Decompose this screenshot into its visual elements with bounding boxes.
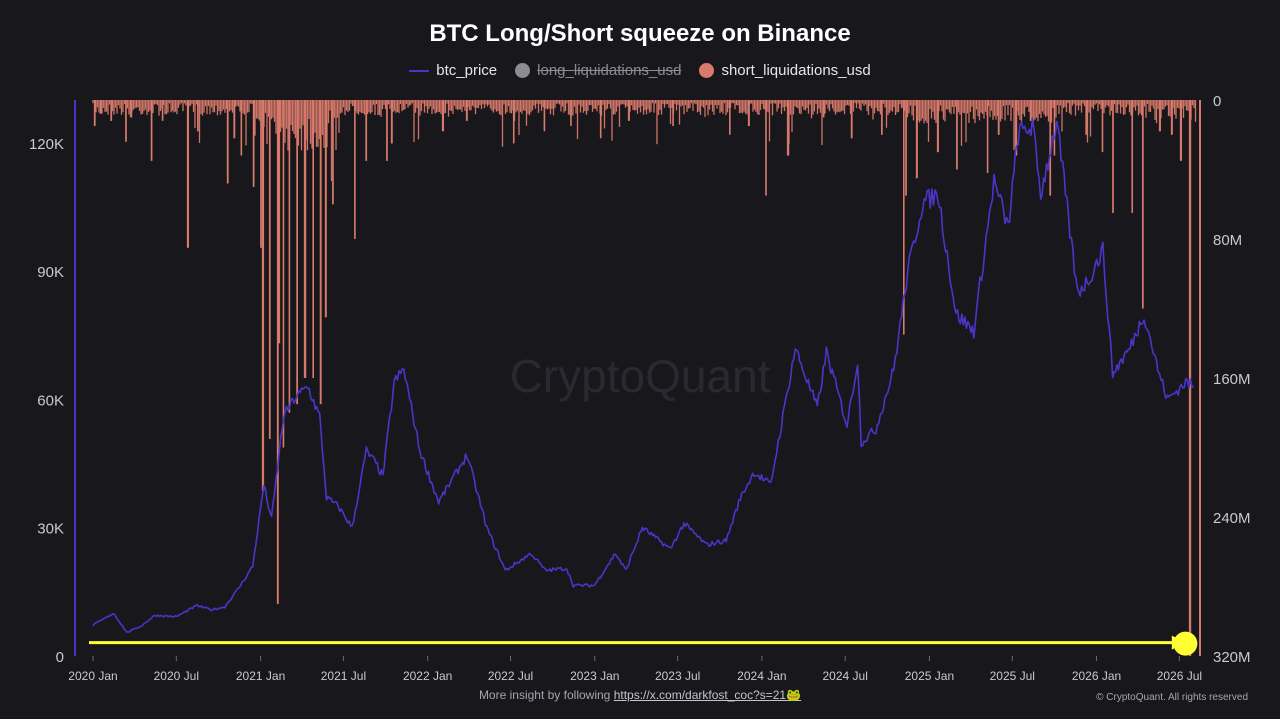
legend-line-swatch bbox=[409, 69, 430, 72]
chart-title: BTC Long/Short squeeze on Binance bbox=[429, 20, 851, 47]
y-right-tick-label: 320M bbox=[1213, 649, 1251, 666]
legend-label-short-liquidations: short_liquidations_usd bbox=[721, 62, 871, 79]
footer-prefix: More insight by following bbox=[478, 688, 611, 702]
x-tick-label: 2020 Jan bbox=[68, 669, 117, 683]
legend-item-short-liquidations[interactable]: short_liquidations_usd bbox=[699, 62, 871, 79]
x-tick-label: 2021 Jul bbox=[321, 669, 366, 683]
x-tick-label: 2022 Jan bbox=[403, 669, 452, 683]
footer-copyright: © CryptoQuant. All rights reserved bbox=[1096, 692, 1248, 703]
x-tick-label: 2021 Jan bbox=[236, 669, 285, 683]
y-left-tick-label: 120K bbox=[29, 136, 64, 153]
x-tick-label: 2023 Jul bbox=[655, 669, 700, 683]
x-tick-label: 2025 Jul bbox=[990, 669, 1035, 683]
watermark-logo: CryptoQuant bbox=[510, 350, 771, 402]
y-right-tick-label: 0 bbox=[1213, 93, 1221, 110]
legend-label-btc-price: btc_price bbox=[436, 62, 498, 79]
x-tick-label: 2022 Jul bbox=[488, 669, 533, 683]
x-tick-label: 2020 Jul bbox=[154, 669, 199, 683]
x-tick-label: 2024 Jan bbox=[737, 669, 786, 683]
y-right-tick-label: 240M bbox=[1213, 510, 1251, 527]
footer-link[interactable]: https://x.com/darkfost_coc?s=21🐸 bbox=[613, 688, 802, 702]
y-left-tick-label: 90K bbox=[37, 264, 64, 281]
short-liquidation-bars bbox=[92, 100, 1197, 656]
legend-dot-swatch bbox=[515, 63, 531, 78]
axes: 0 30K 60K 90K 120K 0 80M 160M 240M 320M 2020 Jan 20… bbox=[29, 93, 1251, 683]
legend-item-long-liquidations[interactable]: long_liquidations_usd bbox=[515, 62, 681, 79]
x-tick-label: 2023 Jan bbox=[570, 669, 619, 683]
legend-dot-swatch bbox=[699, 63, 715, 78]
legend-label-long-liquidations: long_liquidations_usd bbox=[537, 62, 682, 79]
x-tick-label: 2025 Jan bbox=[905, 669, 954, 683]
y-left-tick-label: 30K bbox=[37, 521, 64, 538]
price-series bbox=[92, 117, 1194, 633]
y-right-tick-label: 160M bbox=[1213, 371, 1251, 388]
y-left-tick-label: 0 bbox=[56, 649, 64, 666]
x-tick-label: 2026 Jan bbox=[1072, 669, 1121, 683]
highlight-marker-dot bbox=[1173, 631, 1198, 656]
legend-item-btc-price[interactable]: btc_price bbox=[409, 62, 497, 79]
legend: btc_price long_liquidations_usd short_li… bbox=[0, 62, 1280, 79]
btc-price-line bbox=[92, 117, 1194, 633]
x-tick-label: 2024 Jul bbox=[823, 669, 868, 683]
annotations bbox=[89, 631, 1198, 656]
x-tick-label: 2026 Jul bbox=[1157, 669, 1202, 683]
y-left-tick-label: 60K bbox=[37, 392, 64, 409]
footer-link-text: More insight by following https://x.com/… bbox=[0, 688, 1280, 702]
y-right-tick-label: 80M bbox=[1213, 232, 1242, 249]
